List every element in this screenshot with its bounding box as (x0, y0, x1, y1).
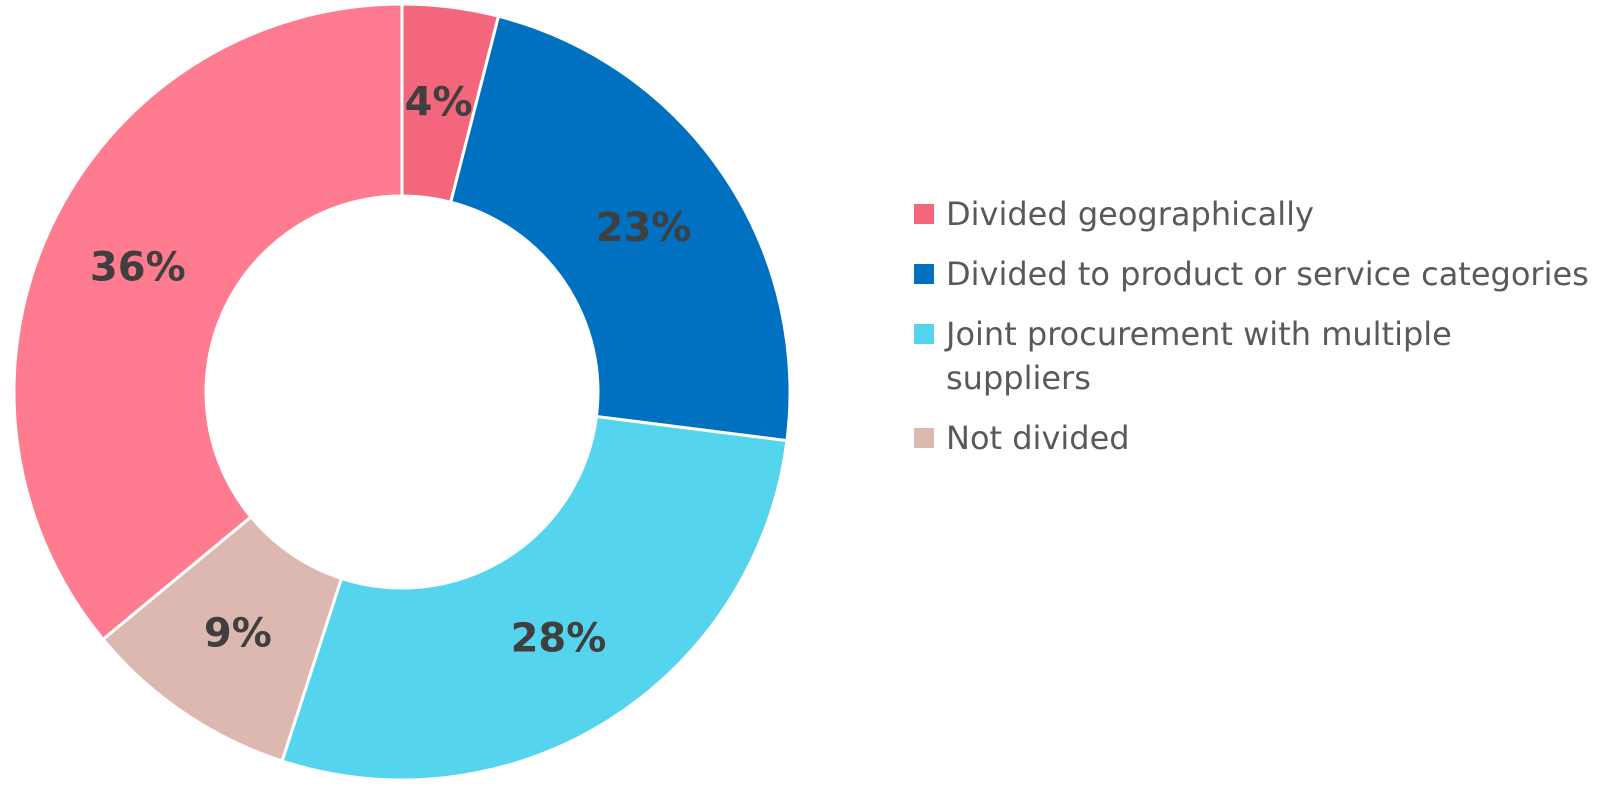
chart-data-labels: 4% 23% 28% 9% 36% (90, 79, 691, 661)
donut-slice (448, 14, 792, 443)
legend-label: Not divided (946, 419, 1130, 457)
chart-legend: Divided geographically Divided to produc… (914, 192, 1594, 460)
chart-slices (12, 2, 792, 782)
legend-swatch (914, 428, 934, 448)
donut-slice (12, 2, 404, 642)
slice-data-label: 28% (511, 616, 607, 662)
legend-swatch (914, 264, 934, 284)
legend-item-divided-to-categories: Divided to product or service categories (914, 252, 1594, 296)
legend-label: Divided geographically (946, 195, 1314, 233)
legend-swatch (914, 324, 934, 344)
donut-slice (280, 414, 789, 782)
slice-data-label: 36% (90, 245, 186, 291)
legend-label: Joint procurement with multiple supplier… (946, 315, 1452, 397)
legend-label: Divided to product or service categories (946, 255, 1589, 293)
legend-item-joint-procurement: Joint procurement with multiple supplier… (914, 312, 1594, 400)
legend-item-not-divided: Not divided (914, 416, 1594, 460)
slice-data-label: 4% (405, 79, 473, 125)
slice-data-label: 9% (204, 611, 272, 657)
slice-data-label: 23% (596, 205, 692, 251)
legend-swatch (914, 204, 934, 224)
legend-item-divided-geographically: Divided geographically (914, 192, 1594, 236)
